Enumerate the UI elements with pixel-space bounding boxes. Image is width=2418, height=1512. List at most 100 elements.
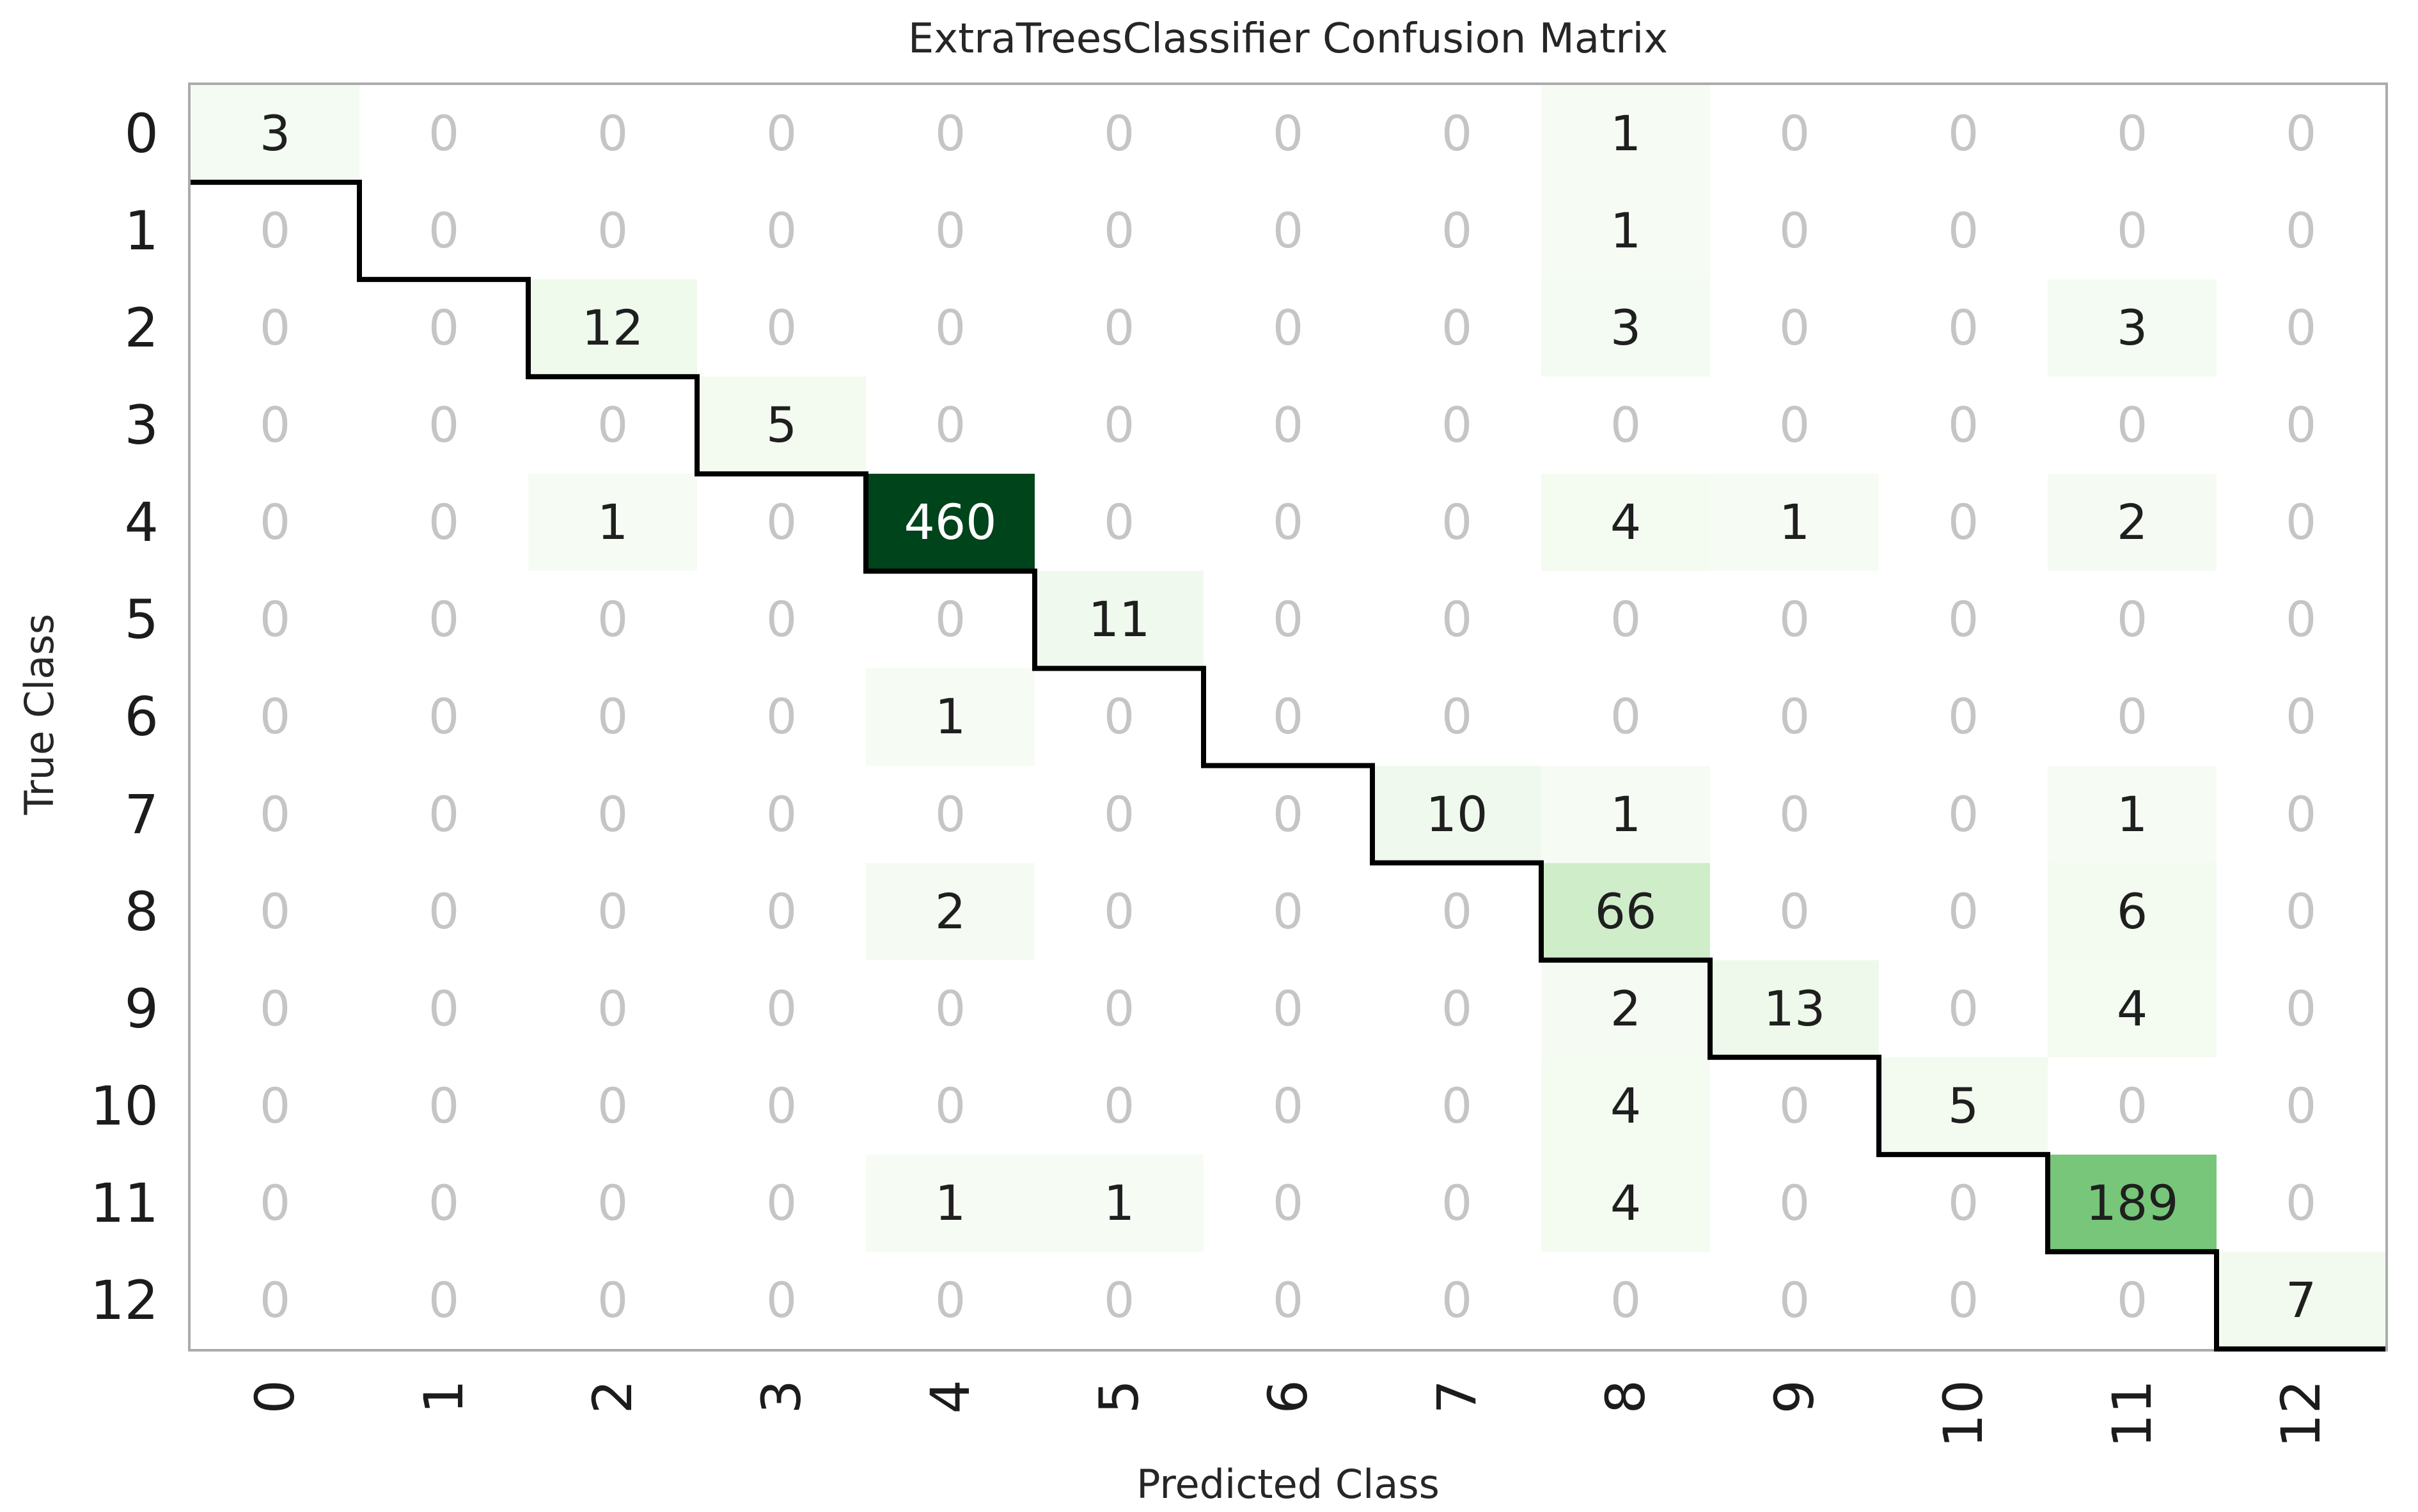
matrix-cell-r5c0: 0: [191, 571, 359, 669]
matrix-cell-r2c12: 0: [2217, 279, 2385, 377]
matrix-cell-r11c3: 0: [697, 1154, 866, 1252]
matrix-cell-r4c7: 0: [1372, 474, 1541, 572]
matrix-cell-r0c2: 0: [528, 85, 697, 183]
matrix-cell-r0c4: 0: [866, 85, 1035, 183]
matrix-cell-r5c7: 0: [1372, 571, 1541, 669]
matrix-cell-r2c2: 12: [528, 279, 697, 377]
matrix-cell-r2c3: 0: [697, 279, 866, 377]
matrix-cell-r1c9: 0: [1710, 182, 1879, 280]
matrix-cell-r10c3: 0: [697, 1057, 866, 1155]
matrix-cell-r7c6: 0: [1204, 765, 1372, 863]
matrix-cell-r0c8: 1: [1541, 85, 1710, 183]
matrix-cell-r5c4: 0: [866, 571, 1035, 669]
x-tick-label-11: 11: [2101, 1380, 2163, 1448]
matrix-cell-r1c6: 0: [1204, 182, 1372, 280]
x-tick-label-2: 2: [581, 1380, 644, 1414]
matrix-cell-r1c3: 0: [697, 182, 866, 280]
matrix-cell-r7c7: 10: [1372, 765, 1541, 863]
matrix-cell-r0c12: 0: [2217, 85, 2385, 183]
matrix-cell-r8c7: 0: [1372, 862, 1541, 960]
matrix-cell-r2c6: 0: [1204, 279, 1372, 377]
matrix-cell-r11c5: 1: [1035, 1154, 1204, 1252]
matrix-cell-r12c2: 0: [528, 1251, 697, 1349]
matrix-cell-r4c12: 0: [2217, 474, 2385, 572]
matrix-cell-r6c7: 0: [1372, 668, 1541, 766]
matrix-cell-r0c3: 0: [697, 85, 866, 183]
matrix-cell-r4c11: 2: [2048, 474, 2217, 572]
matrix-cell-r7c2: 0: [528, 765, 697, 863]
matrix-cell-r11c6: 0: [1204, 1154, 1372, 1252]
matrix-cell-r4c1: 0: [359, 474, 528, 572]
matrix-cell-r11c8: 4: [1541, 1154, 1710, 1252]
matrix-cell-r11c1: 0: [359, 1154, 528, 1252]
matrix-cell-r4c8: 4: [1541, 474, 1710, 572]
matrix-cell-r6c12: 0: [2217, 668, 2385, 766]
matrix-cell-r8c5: 0: [1035, 862, 1204, 960]
matrix-cell-r7c5: 0: [1035, 765, 1204, 863]
x-tick-label-1: 1: [412, 1380, 475, 1414]
y-tick-label-3: 3: [124, 394, 159, 457]
matrix-cell-r2c8: 3: [1541, 279, 1710, 377]
matrix-cell-r11c0: 0: [191, 1154, 359, 1252]
matrix-cell-r1c12: 0: [2217, 182, 2385, 280]
matrix-cell-r9c1: 0: [359, 960, 528, 1057]
matrix-cell-r3c3: 5: [697, 377, 866, 474]
matrix-cell-r12c0: 0: [191, 1251, 359, 1349]
matrix-cell-r12c11: 0: [2048, 1251, 2217, 1349]
matrix-cell-r6c6: 0: [1204, 668, 1372, 766]
matrix-cell-r3c10: 0: [1879, 377, 2048, 474]
matrix-cell-r4c6: 0: [1204, 474, 1372, 572]
matrix-cell-r7c0: 0: [191, 765, 359, 863]
matrix-cell-r4c10: 0: [1879, 474, 2048, 572]
matrix-cell-r3c7: 0: [1372, 377, 1541, 474]
x-tick-label-3: 3: [750, 1380, 813, 1414]
matrix-cell-r8c6: 0: [1204, 862, 1372, 960]
matrix-cell-r11c12: 0: [2217, 1154, 2385, 1252]
matrix-cell-r10c5: 0: [1035, 1057, 1204, 1155]
matrix-cell-r9c4: 0: [866, 960, 1035, 1057]
matrix-cell-r12c10: 0: [1879, 1251, 2048, 1349]
matrix-cell-r1c7: 0: [1372, 182, 1541, 280]
y-tick-label-6: 6: [124, 685, 159, 749]
matrix-cell-r12c6: 0: [1204, 1251, 1372, 1349]
matrix-cell-r1c4: 0: [866, 182, 1035, 280]
matrix-cell-r8c3: 0: [697, 862, 866, 960]
matrix-cell-r1c5: 0: [1035, 182, 1204, 280]
matrix-cell-r8c2: 0: [528, 862, 697, 960]
matrix-cell-r5c3: 0: [697, 571, 866, 669]
matrix-grid: 3 0 0 0 0 0 0 0 1 0 0 0 0 0 0 0 0 0 0 0 0 1 0 0 0 0 0 0 12 0 0 0 0 0 3 0 0 3 0…: [191, 85, 2385, 1349]
matrix-cell-r8c9: 0: [1710, 862, 1879, 960]
matrix-cell-r3c6: 0: [1204, 377, 1372, 474]
x-axis-label: Predicted Class: [1136, 1461, 1440, 1508]
matrix-cell-r12c1: 0: [359, 1251, 528, 1349]
matrix-cell-r8c12: 0: [2217, 862, 2385, 960]
matrix-cell-r9c10: 0: [1879, 960, 2048, 1057]
matrix-cell-r4c9: 1: [1710, 474, 1879, 572]
matrix-cell-r11c2: 0: [528, 1154, 697, 1252]
x-tick-label-12: 12: [2270, 1380, 2332, 1448]
matrix-cell-r4c2: 1: [528, 474, 697, 572]
x-tick-label-9: 9: [1763, 1380, 1826, 1414]
matrix-cell-r7c1: 0: [359, 765, 528, 863]
matrix-cell-r8c11: 6: [2048, 862, 2217, 960]
x-tick-label-8: 8: [1594, 1380, 1657, 1414]
x-tick-label-4: 4: [919, 1380, 982, 1414]
y-tick-label-7: 7: [124, 783, 159, 846]
y-tick-label-0: 0: [124, 102, 159, 166]
matrix-cell-r5c11: 0: [2048, 571, 2217, 669]
matrix-cell-r0c6: 0: [1204, 85, 1372, 183]
x-tick-label-5: 5: [1088, 1380, 1150, 1414]
matrix-cell-r9c9: 13: [1710, 960, 1879, 1057]
matrix-cell-r6c5: 0: [1035, 668, 1204, 766]
matrix-cell-r5c5: 11: [1035, 571, 1204, 669]
matrix-cell-r7c9: 0: [1710, 765, 1879, 863]
matrix-cell-r7c12: 0: [2217, 765, 2385, 863]
matrix-cell-r8c4: 2: [866, 862, 1035, 960]
y-tick-label-4: 4: [124, 491, 159, 554]
matrix-cell-r0c0: 3: [191, 85, 359, 183]
x-tick-label-10: 10: [1932, 1380, 1995, 1448]
matrix-cell-r10c2: 0: [528, 1057, 697, 1155]
matrix-cell-r7c8: 1: [1541, 765, 1710, 863]
matrix-cell-r11c10: 0: [1879, 1154, 2048, 1252]
